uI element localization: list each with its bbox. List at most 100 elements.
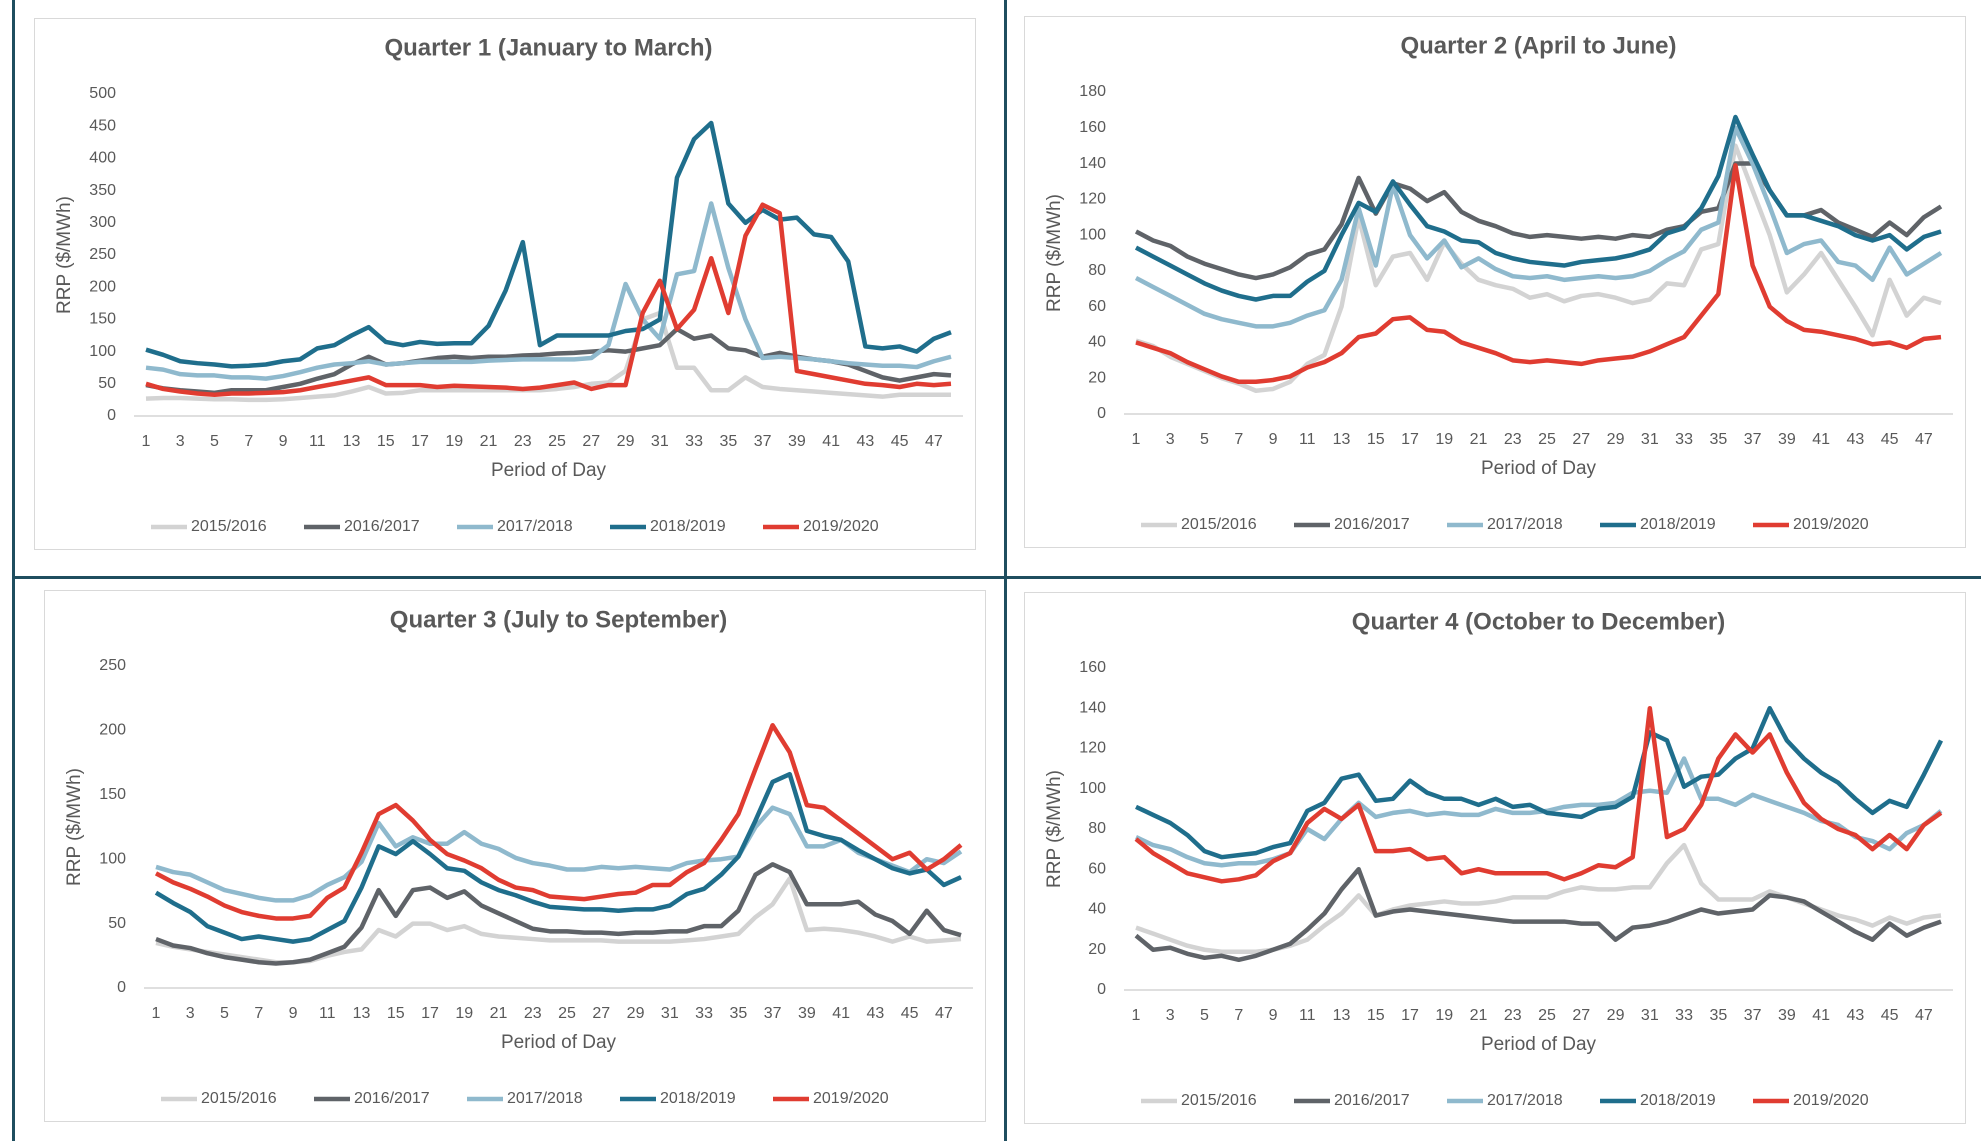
x-tick-label: 19 (1435, 431, 1453, 448)
x-tick-label: 17 (411, 433, 429, 450)
legend-label: 2015/2016 (201, 1090, 277, 1107)
x-tick-label: 15 (1367, 431, 1385, 448)
x-tick-label: 39 (788, 433, 806, 450)
chart: Quarter 3 (July to September) RRP ($/MWh)… (64, 606, 973, 1107)
x-tick-label: 33 (1675, 431, 1693, 448)
x-tick-label: 1 (1132, 431, 1141, 448)
y-tick-label: 140 (1079, 155, 1106, 172)
x-tick-label: 43 (866, 1005, 884, 1022)
x-tick-label: 47 (935, 1005, 953, 1022)
y-tick-label: 20 (1088, 941, 1106, 958)
series-line (145, 310, 951, 403)
y-tick-label: 450 (89, 117, 116, 134)
y-tick-label: 200 (99, 722, 126, 739)
x-tick-label: 45 (1881, 1007, 1899, 1024)
y-axis-title: RRP ($/MWh) (54, 196, 75, 314)
chart: Quarter 1 (January to March) RRP ($/MWh) P… (54, 34, 963, 535)
legend-label: 2015/2016 (1181, 516, 1257, 533)
x-tick-label: 35 (719, 433, 737, 450)
y-tick-label: 200 (89, 278, 116, 295)
x-tick-label: 31 (1641, 1007, 1659, 1024)
x-tick-label: 9 (1269, 431, 1278, 448)
x-tick-label: 5 (220, 1005, 229, 1022)
x-tick-label: 17 (1401, 431, 1419, 448)
x-tick-label: 43 (1846, 431, 1864, 448)
x-tick-label: 13 (353, 1005, 371, 1022)
x-tick-label: 45 (901, 1005, 919, 1022)
x-tick-label: 13 (343, 433, 361, 450)
x-tick-label: 29 (1607, 431, 1625, 448)
y-tick-label: 160 (1079, 119, 1106, 136)
x-tick-label: 7 (1234, 1007, 1243, 1024)
y-tick-label: 120 (1079, 740, 1106, 757)
y-axis-title: RRP ($/MWh) (64, 768, 85, 886)
frame-left (12, 0, 15, 1141)
x-tick-label: 25 (558, 1005, 576, 1022)
legend-label: 2017/2018 (1487, 516, 1563, 533)
x-axis-title: Period of Day (501, 1032, 617, 1053)
chart: Quarter 2 (April to June) RRP ($/MWh) Peri… (1044, 32, 1953, 533)
x-tick-label: 21 (480, 433, 498, 450)
x-tick-label: 1 (142, 433, 151, 450)
x-tick-label: 41 (832, 1005, 850, 1022)
x-tick-label: 37 (1744, 431, 1762, 448)
x-tick-label: 27 (592, 1005, 610, 1022)
y-tick-label: 150 (99, 786, 126, 803)
x-tick-label: 25 (548, 433, 566, 450)
x-tick-label: 33 (1675, 1007, 1693, 1024)
series-line (155, 805, 963, 903)
x-tick-label: 13 (1333, 1007, 1351, 1024)
x-tick-label: 19 (1435, 1007, 1453, 1024)
x-tick-label: 29 (617, 433, 635, 450)
x-tick-label: 17 (1401, 1007, 1419, 1024)
x-tick-label: 37 (754, 433, 772, 450)
x-tick-label: 45 (891, 433, 909, 450)
x-tick-label: 29 (1607, 1007, 1625, 1024)
x-tick-label: 21 (1470, 431, 1488, 448)
x-tick-label: 5 (1200, 431, 1209, 448)
x-tick-label: 5 (210, 433, 219, 450)
y-tick-label: 100 (99, 850, 126, 867)
y-tick-label: 500 (89, 85, 116, 102)
x-tick-label: 25 (1538, 1007, 1556, 1024)
chart-panel: Quarter 3 (July to September) RRP ($/MWh)… (44, 590, 986, 1122)
x-tick-label: 27 (1572, 431, 1590, 448)
legend-label: 2016/2017 (1334, 1092, 1410, 1109)
series-line (1134, 125, 1943, 329)
x-tick-label: 11 (1299, 431, 1316, 448)
x-tick-label: 33 (685, 433, 703, 450)
x-tick-label: 23 (1504, 1007, 1522, 1024)
frame-horizontal-divider (12, 576, 1981, 579)
x-tick-label: 9 (289, 1005, 298, 1022)
x-tick-label: 41 (1812, 1007, 1830, 1024)
y-tick-label: 250 (99, 657, 126, 674)
y-axis-title: RRP ($/MWh) (1044, 194, 1065, 312)
x-tick-label: 37 (764, 1005, 782, 1022)
x-tick-label: 37 (1744, 1007, 1762, 1024)
x-tick-label: 11 (1299, 1007, 1316, 1024)
x-tick-label: 45 (1881, 431, 1899, 448)
chart-panel: Quarter 1 (January to March) RRP ($/MWh) P… (34, 18, 976, 550)
legend-label: 2015/2016 (1181, 1092, 1257, 1109)
x-tick-label: 31 (1641, 431, 1659, 448)
y-tick-label: 160 (1079, 659, 1106, 676)
x-tick-label: 31 (651, 433, 669, 450)
y-tick-label: 40 (1088, 901, 1106, 918)
x-axis-title: Period of Day (1481, 458, 1597, 479)
chart-title: Quarter 1 (January to March) (384, 34, 712, 61)
x-tick-label: 41 (822, 433, 840, 450)
x-tick-label: 13 (1333, 431, 1351, 448)
x-tick-label: 21 (1470, 1007, 1488, 1024)
x-tick-label: 3 (1166, 431, 1175, 448)
legend-label: 2019/2020 (813, 1090, 889, 1107)
legend-label: 2018/2019 (660, 1090, 736, 1107)
x-tick-label: 7 (244, 433, 253, 450)
legend-label: 2016/2017 (1334, 516, 1410, 533)
x-tick-label: 39 (1778, 1007, 1796, 1024)
series-line (1135, 163, 1942, 385)
legend-label: 2018/2019 (1640, 516, 1716, 533)
x-tick-label: 39 (798, 1005, 816, 1022)
series-line (145, 202, 952, 397)
x-tick-label: 27 (582, 433, 600, 450)
x-tick-label: 19 (445, 433, 463, 450)
